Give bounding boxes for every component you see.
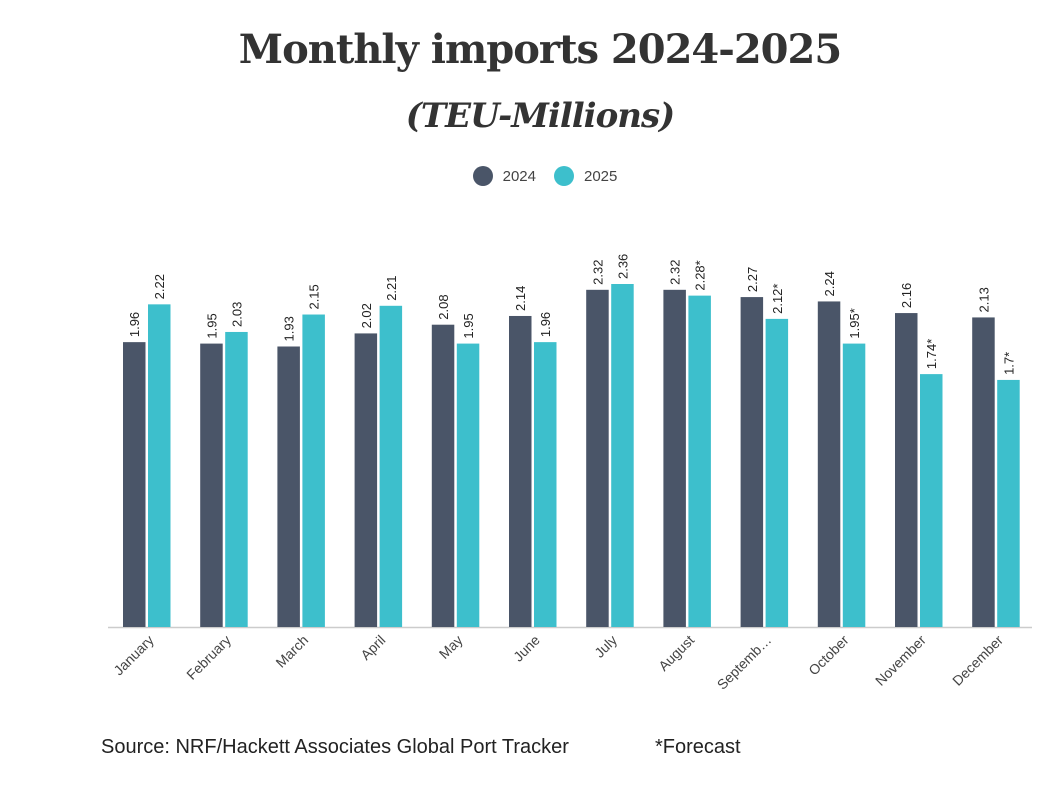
data-label-2025-january: 2.22 [152, 274, 167, 299]
x-tick-label-january: January [110, 632, 157, 679]
data-label-2024-june: 2.14 [513, 286, 528, 311]
data-label-2024-july: 2.32 [590, 260, 605, 285]
bar-2024-august [663, 289, 686, 627]
data-label-2025-october: 1.95* [847, 308, 862, 338]
data-label-2025-july: 2.36 [615, 254, 630, 279]
chart-subtitle: (TEU-Millions) [405, 96, 675, 136]
data-label-2024-march: 1.93 [282, 316, 297, 341]
source-note: Source: NRF/Hackett Associates Global Po… [101, 736, 569, 758]
data-label-2024-february: 1.95 [204, 313, 219, 338]
data-label-2025-february: 2.03 [229, 302, 244, 327]
x-tick-label-june: June [510, 632, 543, 665]
bar-2024-septemb [740, 297, 764, 627]
x-tick-label-april: April [357, 632, 388, 663]
bar-2025-january [148, 304, 171, 627]
legend-swatch-2025 [554, 166, 574, 186]
x-tick-label-septemb: Septemb… [714, 632, 775, 693]
data-label-2024-january: 1.96 [127, 312, 142, 337]
data-label-2025-december: 1.7* [1001, 352, 1016, 375]
bar-2024-april [354, 333, 378, 627]
data-label-2024-august: 2.32 [668, 260, 683, 285]
data-label-2025-june: 1.96 [538, 312, 553, 337]
forecast-note: *Forecast [655, 736, 741, 758]
bar-2024-may [431, 324, 455, 627]
bar-2025-november [920, 374, 943, 627]
data-label-2025-august: 2.28* [693, 260, 708, 290]
data-label-2024-may: 2.08 [436, 294, 451, 319]
legend: 2024 2025 [0, 166, 1045, 186]
x-tick-label-may: May [436, 632, 466, 662]
bar-2025-july [611, 284, 634, 627]
x-tick-label-november: November [872, 632, 929, 689]
data-label-2025-septemb: 2.12* [770, 284, 785, 314]
bar-2024-november [895, 313, 918, 627]
bar-2024-june [509, 315, 532, 627]
data-label-2024-septemb: 2.27 [745, 267, 760, 292]
bar-2024-july [586, 289, 609, 627]
legend-item-2024[interactable]: 2024 [472, 166, 536, 186]
data-label-2025-march: 2.15 [307, 284, 322, 309]
x-tick-label-february: February [183, 632, 234, 683]
bar-2024-february [200, 343, 223, 627]
bar-2025-april [379, 305, 403, 627]
data-label-2024-november: 2.16 [899, 283, 914, 308]
data-label-2024-october: 2.24 [822, 271, 837, 296]
legend-item-2025[interactable]: 2025 [554, 166, 617, 186]
x-tick-label-august: August [655, 632, 697, 674]
bar-2025-december [997, 379, 1020, 627]
bar-2024-march [277, 346, 300, 627]
data-label-2024-december: 2.13 [976, 287, 991, 312]
bar-2025-august [688, 295, 711, 627]
data-label-2024-april: 2.02 [359, 303, 374, 328]
bar-2025-february [225, 331, 248, 627]
bar-2024-january [123, 342, 146, 627]
bar-2025-june [534, 342, 557, 627]
legend-swatch-2024 [472, 166, 493, 186]
x-tick-label-march: March [272, 632, 311, 671]
x-tick-label-july: July [591, 632, 620, 661]
chart-title: Monthly imports 2024-2025 [238, 26, 842, 73]
x-tick-label-december: December [949, 632, 1006, 689]
bar-2024-december [972, 317, 995, 627]
data-label-2025-may: 1.95 [461, 313, 476, 338]
bar-2025-october [842, 343, 866, 627]
data-label-2025-april: 2.21 [384, 275, 399, 300]
bar-2025-march [302, 314, 325, 627]
legend-label-2025: 2025 [584, 167, 618, 185]
bar-2025-septemb [765, 318, 789, 627]
x-tick-label-october: October [805, 632, 852, 679]
bar-2024-october [817, 301, 841, 627]
data-label-2025-november: 1.74* [924, 339, 939, 369]
bar-2025-may [456, 343, 480, 627]
legend-label-2024: 2024 [502, 167, 536, 185]
